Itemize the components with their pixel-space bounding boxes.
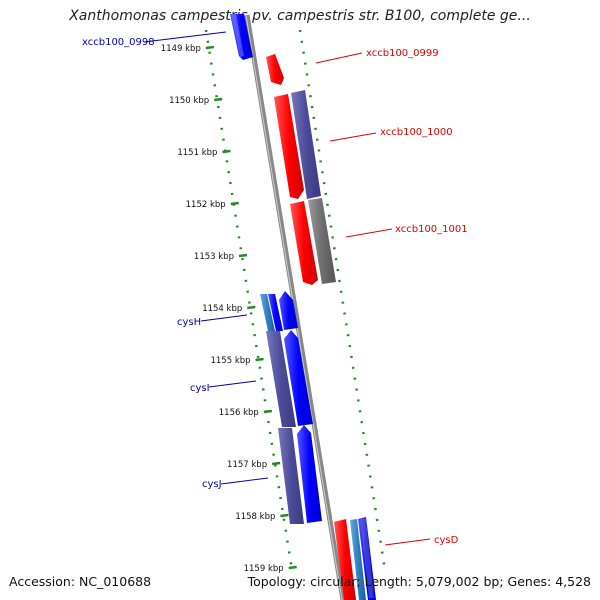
accession-text: Accession: NC_010688	[9, 574, 152, 589]
gene-xccb100-1000[interactable]	[274, 94, 304, 199]
kbp-tick	[263, 409, 272, 414]
gene-cysH-teal[interactable]	[260, 294, 275, 331]
gene-xccb100-1000-purple[interactable]	[291, 90, 321, 199]
genome-summary: Topology: circular; Length: 5,079,002 bp…	[247, 574, 591, 589]
gene-cysD-red[interactable]	[334, 519, 356, 600]
gene-label[interactable]: cysI	[190, 383, 210, 394]
kbp-tick	[271, 461, 281, 466]
gene-label[interactable]: xccb100_0999	[366, 48, 439, 59]
gene-blue-arrow-3[interactable]	[297, 425, 322, 523]
gene-blue-arrow-1[interactable]	[279, 291, 298, 330]
gene-label[interactable]: xccb100_1000	[380, 127, 453, 138]
kbp-tick	[288, 565, 297, 570]
gene-blue-arrow-2[interactable]	[284, 330, 313, 426]
kbp-tick	[205, 45, 215, 50]
kbp-tick	[280, 513, 289, 518]
gene-label[interactable]: xccb100_0998	[82, 37, 155, 48]
kbp-tick	[222, 149, 231, 154]
kbp-tick-label: 1159 kbp	[244, 564, 284, 574]
kbp-tick-label: 1149 kbp	[161, 44, 201, 54]
map-title: Xanthomonas campestris pv. campestris st…	[69, 8, 531, 24]
ticks-layer: 1149 kbp 1150 kbp 1151 kbp 1152 kbp 1153 kbp…	[161, 44, 297, 574]
gene-xccb100-0999[interactable]	[266, 54, 284, 85]
kbp-tick	[230, 201, 239, 206]
gene-xccb100-1001-grey[interactable]	[308, 198, 336, 284]
gene-cysH[interactable]	[268, 294, 283, 331]
backbone-line	[244, 14, 346, 600]
kbp-tick-label: 1157 kbp	[227, 460, 267, 470]
kbp-tick-label: 1154 kbp	[202, 304, 242, 314]
gene-label[interactable]: cysH	[177, 317, 201, 328]
kbp-tick-label: 1150 kbp	[169, 96, 209, 106]
kbp-tick-label: 1155 kbp	[210, 356, 250, 366]
kbp-tick	[238, 253, 248, 258]
gene-cysI[interactable]	[266, 331, 296, 427]
kbp-tick-label: 1156 kbp	[219, 408, 259, 418]
kbp-tick	[255, 357, 264, 362]
gene-cysD-blue[interactable]	[358, 517, 376, 600]
kbp-tick-label: 1152 kbp	[186, 200, 226, 210]
gene-xccb100-1001[interactable]	[290, 201, 318, 285]
gene-label[interactable]: cysD	[434, 535, 459, 546]
kbp-tick-label: 1158 kbp	[235, 512, 275, 522]
gene-cysJ[interactable]	[278, 428, 304, 524]
gene-label[interactable]: xccb100_1001	[395, 224, 468, 235]
kbp-tick-label: 1153 kbp	[194, 252, 234, 262]
kbp-tick	[213, 97, 223, 102]
kbp-tick-label: 1151 kbp	[177, 148, 217, 158]
gene-cysD-teal[interactable]	[350, 519, 366, 600]
kbp-tick	[247, 305, 256, 310]
gene-label[interactable]: cysJ	[202, 479, 222, 490]
